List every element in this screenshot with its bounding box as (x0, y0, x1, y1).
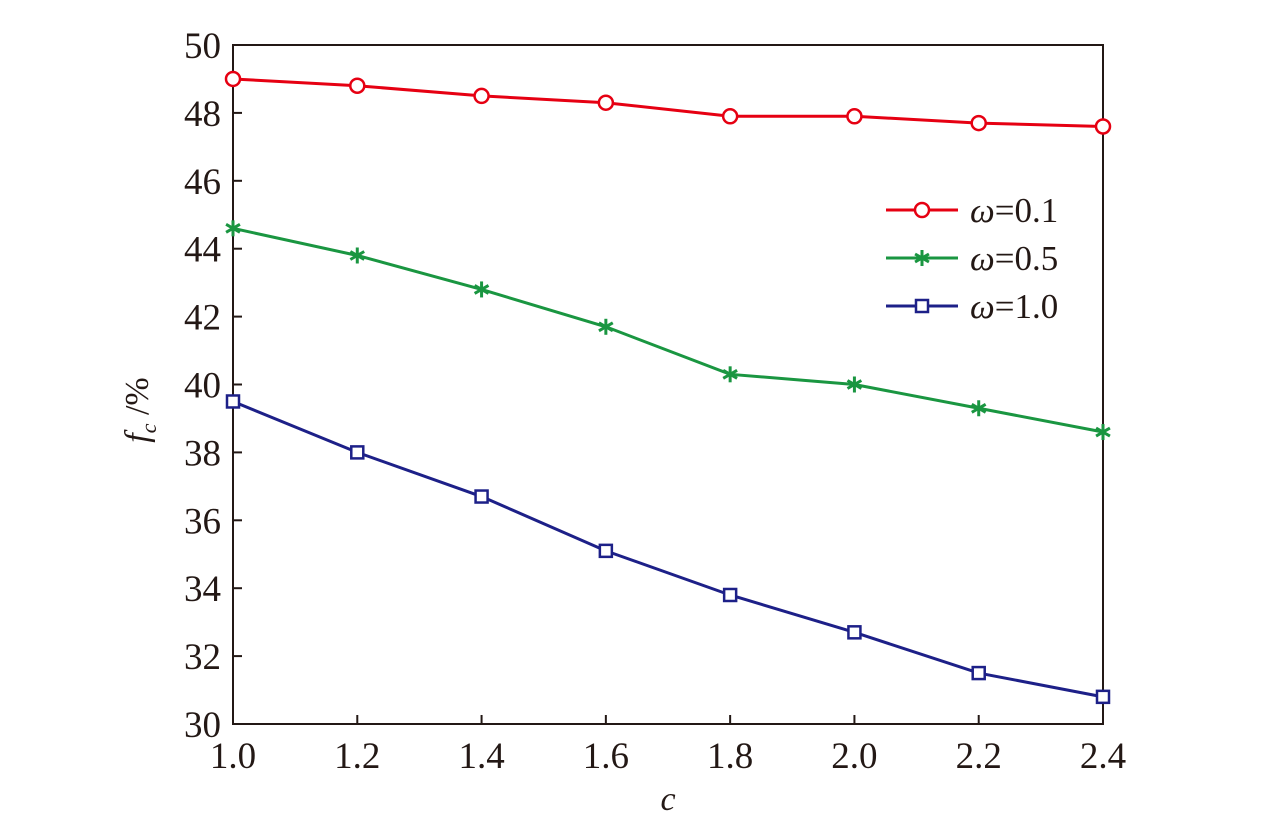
data-point-circle (224, 70, 242, 88)
x-tick-label: 1.4 (458, 736, 504, 777)
legend-label: ω=0.1 (970, 191, 1058, 230)
y-tick-label: 34 (184, 569, 221, 610)
svg-text:fc /%: fc /% (119, 377, 161, 443)
x-tick-label: 1.0 (210, 736, 256, 777)
y-tick-label: 30 (184, 705, 221, 746)
data-point-circle (349, 77, 366, 94)
x-tick-label: 2.2 (956, 736, 1002, 777)
data-point-square (722, 587, 738, 603)
legend-label: ω=0.5 (970, 239, 1058, 278)
data-point-asterisk (722, 366, 738, 383)
series-line (232, 400, 1104, 699)
data-point-square (914, 298, 930, 314)
data-point-asterisk (598, 318, 614, 335)
y-tick-label: 50 (184, 26, 221, 67)
data-point-asterisk (349, 247, 365, 264)
data-point-asterisk (1095, 424, 1111, 441)
x-axis-label: c (660, 781, 675, 817)
x-tick-label: 1.6 (583, 736, 629, 777)
series-2 (225, 220, 1111, 441)
data-point-square (474, 489, 489, 504)
plot-frame (232, 44, 1104, 725)
y-axis-label-unit: /% (119, 377, 156, 423)
y-tick-label: 48 (184, 94, 221, 135)
series-line (232, 77, 1104, 128)
x-tick-label: 1.2 (334, 736, 380, 777)
data-point-circle (597, 94, 615, 111)
data-point-asterisk (914, 250, 930, 266)
y-axis-label: fc /% (119, 377, 161, 443)
data-point-square (350, 445, 365, 460)
y-axis-label-sub: c (136, 423, 161, 433)
data-point-square (847, 625, 862, 640)
y-tick-label: 42 (184, 298, 221, 339)
data-point-asterisk (846, 376, 863, 393)
y-tick-label: 40 (184, 366, 221, 407)
data-point-circle (473, 87, 490, 105)
legend: ω=0.1 ω=0.5 ω=1.0 (886, 191, 1058, 326)
y-tick-label: 36 (184, 501, 221, 542)
series-3 (225, 394, 1111, 705)
data-point-circle (721, 108, 739, 125)
data-point-asterisk (473, 281, 490, 298)
data-point-circle (970, 114, 987, 132)
data-point-circle (913, 201, 931, 219)
data-point-square (1095, 689, 1111, 705)
series-group (224, 70, 1112, 705)
data-point-square (598, 543, 614, 559)
axis-ticks: 1.0 1.2 1.4 1.6 1.8 2.0 2.2 2.4 30 32 34 36 38 40 42 44… (184, 26, 1126, 777)
y-tick-label: 46 (184, 162, 221, 203)
x-tick-label: 1.8 (707, 736, 753, 777)
legend-item: ω=1.0 (886, 287, 1058, 326)
data-point-circle (846, 108, 863, 125)
y-tick-label: 32 (184, 637, 221, 678)
data-point-asterisk (971, 400, 987, 417)
legend-label: ω=1.0 (970, 287, 1058, 326)
plot-area (232, 44, 1104, 725)
series-line (232, 226, 1104, 434)
data-point-asterisk (225, 220, 241, 237)
x-tick-label: 2.0 (831, 736, 877, 777)
data-point-circle (1094, 118, 1112, 135)
legend-item: ω=0.5 (886, 239, 1058, 278)
y-tick-label: 38 (184, 433, 221, 474)
data-point-square (225, 394, 241, 409)
legend-item: ω=0.1 (886, 191, 1058, 230)
x-tick-label: 2.4 (1080, 736, 1126, 777)
y-tick-label: 44 (184, 230, 221, 271)
series-1 (224, 70, 1112, 135)
data-point-square (971, 665, 986, 681)
